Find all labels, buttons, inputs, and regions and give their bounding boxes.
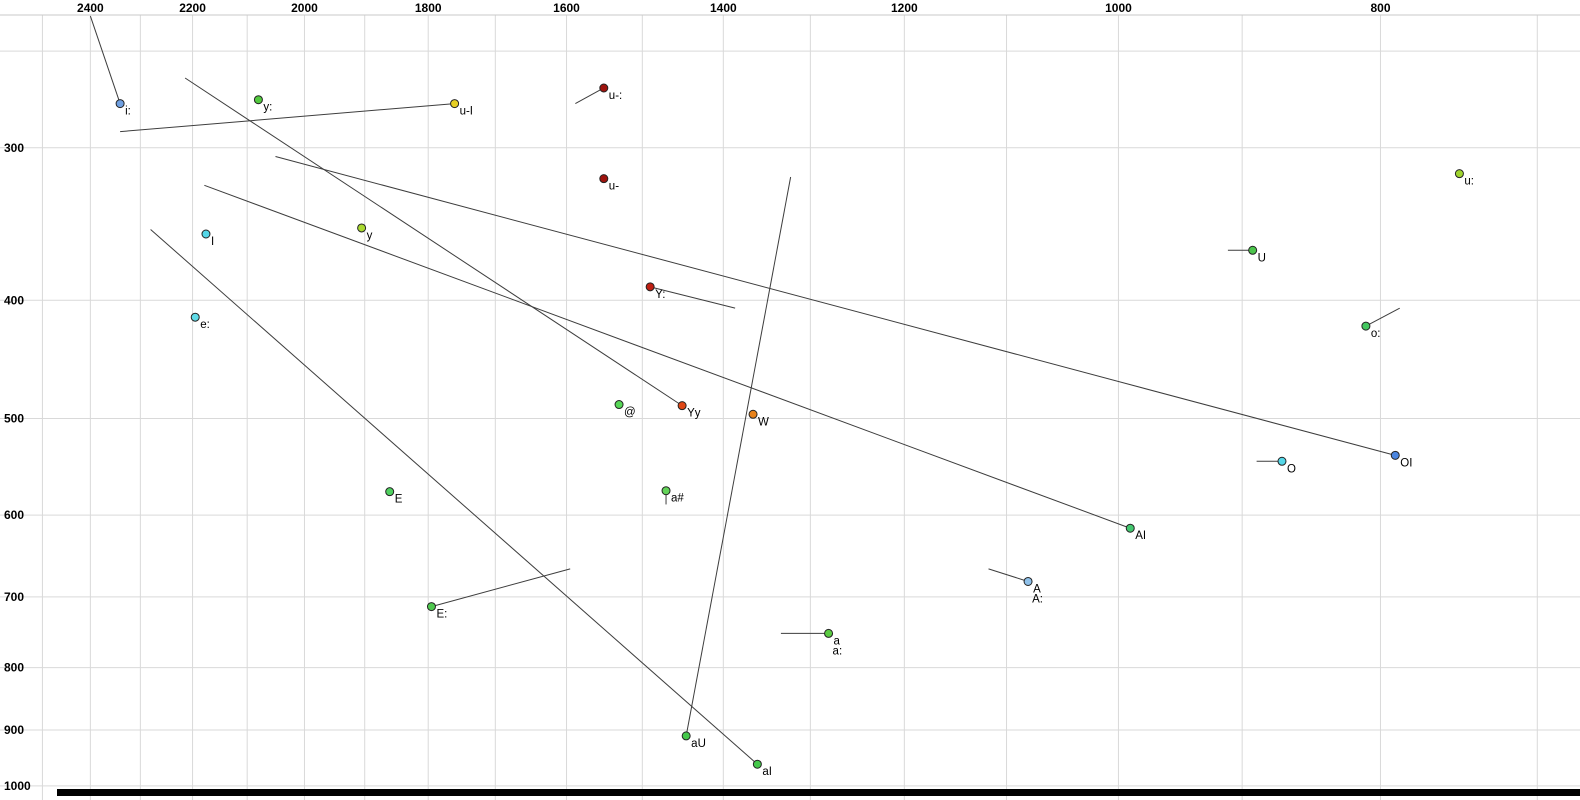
x-tick-label: 2200	[179, 1, 206, 15]
vowel-point-label: y:	[263, 102, 272, 114]
vowel-point-label: aI	[762, 766, 772, 778]
x-tick-label: 1800	[415, 1, 442, 15]
x-tick-label: 1200	[891, 1, 918, 15]
vowel-point[interactable]	[426, 602, 436, 612]
vowel-point-label: I	[211, 236, 214, 248]
vowel-point-label: u-:	[609, 90, 622, 102]
vowel-point[interactable]	[681, 731, 691, 741]
x-tick-label: 800	[1370, 1, 1390, 15]
vowel-point[interactable]	[1125, 523, 1135, 533]
vowel-point-label: O	[1287, 463, 1296, 475]
y-tick-label: 300	[4, 141, 24, 155]
vowel-point[interactable]	[115, 99, 125, 109]
x-tick-label: 1600	[553, 1, 580, 15]
vowel-point-label: E:	[436, 609, 447, 621]
x-tick-label: 1400	[710, 1, 737, 15]
y-tick-label: 1000	[4, 779, 31, 793]
vowel-point[interactable]	[1277, 456, 1287, 466]
vowel-point[interactable]	[752, 759, 762, 769]
vowel-point-label2: a:	[833, 645, 843, 657]
vowel-point-label: o:	[1371, 328, 1381, 340]
vowel-point-label: u:	[1464, 176, 1474, 188]
vowel-point-label: W	[758, 416, 769, 428]
vowel-point[interactable]	[677, 401, 687, 411]
vowel-point[interactable]	[645, 282, 655, 292]
vowel-point[interactable]	[599, 174, 609, 184]
trajectory-line	[89, 15, 121, 104]
vowel-point[interactable]	[253, 95, 263, 105]
y-tick-label: 600	[4, 508, 24, 522]
trajectory-line	[988, 568, 1029, 582]
x-tick-label: 2000	[291, 1, 318, 15]
trajectory-line	[275, 156, 1396, 456]
vowel-point[interactable]	[599, 83, 609, 93]
vowel-point-label: AI	[1135, 530, 1146, 542]
vowel-point[interactable]	[450, 99, 460, 109]
vowel-point[interactable]	[357, 223, 367, 233]
vowel-point[interactable]	[385, 487, 395, 497]
y-tick-label: 800	[4, 661, 24, 675]
y-tick-label: 700	[4, 590, 24, 604]
y-tick-label: 400	[4, 293, 24, 307]
vowel-point-label: Y:	[655, 289, 665, 301]
trajectory-line	[575, 87, 605, 105]
trajectory-line	[431, 568, 571, 608]
bottom-axis-bar	[57, 789, 1580, 796]
vowel-point[interactable]	[748, 409, 758, 419]
vowel-point-label: y	[367, 230, 373, 242]
trajectory-line	[685, 176, 792, 736]
vowel-point-label: u-I	[460, 106, 473, 118]
vowel-point-label: a	[834, 635, 841, 647]
vowel-point-label: A	[1033, 583, 1041, 595]
vowel-point[interactable]	[1023, 576, 1033, 586]
vowel-point-label: U	[1258, 252, 1266, 264]
vowel-point-label: @	[624, 407, 636, 419]
y-tick-label: 900	[4, 723, 24, 737]
trajectory-line	[150, 229, 758, 765]
vowel-point[interactable]	[1361, 321, 1371, 331]
trajectory-line	[650, 286, 736, 309]
vowel-point-label: Yy	[687, 408, 701, 420]
vowel-point[interactable]	[614, 400, 624, 410]
vowel-point[interactable]	[824, 628, 834, 638]
vowel-point[interactable]	[1248, 245, 1258, 255]
trajectory-line	[120, 103, 455, 133]
x-tick-label: 2400	[77, 1, 104, 15]
vowel-point-label: OI	[1400, 457, 1412, 469]
vowel-point[interactable]	[201, 229, 211, 239]
x-tick-label: 1000	[1105, 1, 1132, 15]
vowel-point[interactable]	[190, 312, 200, 322]
vowel-point[interactable]	[1454, 169, 1464, 179]
vowel-point-label: i:	[125, 106, 131, 118]
vowel-point[interactable]	[1390, 450, 1400, 460]
trajectory-line	[204, 184, 1131, 529]
vowel-point[interactable]	[661, 486, 671, 496]
vowel-point-label: a#	[671, 493, 684, 505]
trajectory-line	[184, 77, 683, 407]
vowel-point-label: u-	[609, 181, 619, 193]
y-tick-label: 500	[4, 412, 24, 426]
vowel-point-label: e:	[200, 319, 210, 331]
vowel-point-label2: A:	[1032, 593, 1043, 605]
trajectory-line	[1365, 307, 1400, 327]
vowel-point-label: aU	[691, 738, 706, 750]
vowel-point-label: E	[395, 494, 403, 506]
